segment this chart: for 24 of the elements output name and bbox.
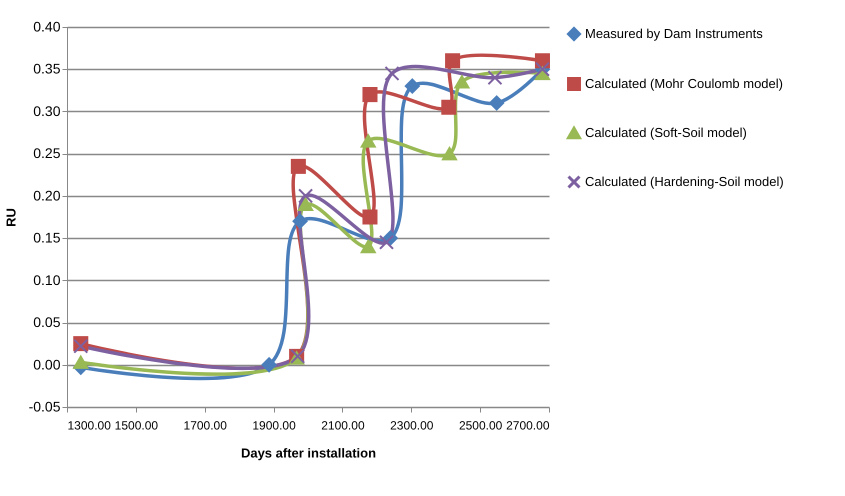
- x-tick-label: 1300.00: [68, 418, 112, 432]
- y-axis-title: RU: [4, 208, 19, 227]
- y-tick-label: -0.05: [28, 398, 61, 414]
- y-tick-label: 0.15: [33, 230, 61, 246]
- x-tick-label: 1700.00: [184, 418, 228, 432]
- legend-label: Calculated (Mohr Coulomb model): [585, 76, 783, 91]
- y-tick-label: 0.35: [33, 60, 61, 77]
- legend-label: Measured by Dam Instruments: [585, 26, 764, 41]
- x-tick-label: 2500.00: [458, 418, 503, 432]
- legend-label: Calculated (Soft-Soil model): [585, 125, 747, 140]
- x-tick-label: 1900.00: [252, 418, 296, 432]
- legend-label: Calculated (Hardening-Soil model): [585, 174, 784, 189]
- y-tick-label: 0.20: [33, 187, 61, 204]
- y-tick-label: 0.25: [33, 145, 61, 162]
- x-tick-label: 2100.00: [321, 418, 365, 432]
- x-axis-title: Days after installation: [240, 446, 376, 460]
- y-tick-label: 0.10: [33, 272, 61, 288]
- y-tick-label: 0.30: [33, 102, 61, 119]
- x-tick-label: 1500.00: [114, 418, 158, 432]
- y-tick-label: 0.05: [33, 314, 61, 330]
- y-tick-label: 0.40: [33, 18, 61, 34]
- y-tick-label: 0.00: [33, 356, 61, 372]
- x-tick-label: 2700.00: [506, 418, 550, 432]
- x-tick-label: 2300.00: [390, 418, 434, 432]
